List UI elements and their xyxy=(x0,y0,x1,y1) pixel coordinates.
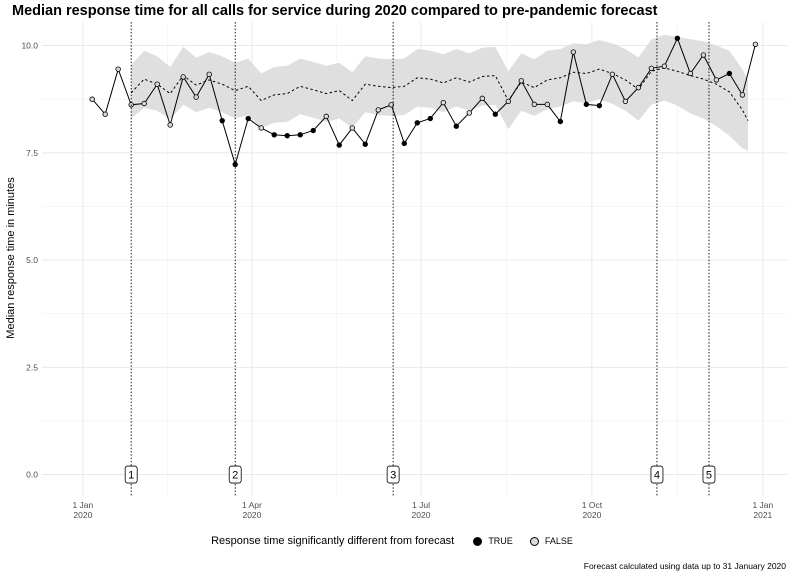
events: 1 2 3 4 5 xyxy=(124,22,716,496)
legend: Response time significantly different fr… xyxy=(0,535,792,547)
data-point-significant xyxy=(453,123,460,129)
observed-median-line xyxy=(91,37,756,167)
forecast-band xyxy=(131,34,748,151)
data-point-not-significant xyxy=(102,111,108,117)
y-tick-label: 5.0 xyxy=(26,255,38,265)
data-point-not-significant xyxy=(531,101,538,108)
data-point-significant xyxy=(492,111,499,117)
data-point-significant xyxy=(596,102,603,109)
data-point-not-significant xyxy=(609,71,616,78)
data-point-significant xyxy=(336,142,342,148)
data-point-not-significant xyxy=(648,65,655,72)
data-point-not-significant xyxy=(544,101,551,108)
x-tick-label: 2021 xyxy=(753,510,772,520)
event-label-box xyxy=(124,465,138,484)
observed-line xyxy=(89,35,759,168)
data-point-not-significant xyxy=(89,96,95,102)
data-point-significant xyxy=(726,70,733,77)
data-point-not-significant xyxy=(739,92,746,98)
data-point-significant xyxy=(271,132,277,138)
data-point-significant xyxy=(245,115,251,122)
data-point-significant xyxy=(310,127,316,134)
data-point-significant xyxy=(674,35,681,42)
data-point-not-significant xyxy=(323,113,329,120)
legend-key-true xyxy=(473,536,483,546)
data-point-not-significant xyxy=(622,98,629,105)
y-tick-label: 7.5 xyxy=(26,148,38,158)
event-label: 5 xyxy=(706,470,712,482)
y-tick-label: 2.5 xyxy=(26,362,38,372)
data-point-not-significant xyxy=(141,100,147,107)
data-point-not-significant xyxy=(258,125,264,131)
data-point-not-significant xyxy=(635,84,642,91)
event-label: 2 xyxy=(232,470,238,482)
y-tick-label: 10.0 xyxy=(21,41,38,51)
event-label: 3 xyxy=(390,470,396,482)
chart-title: Median response time for all calls for s… xyxy=(12,3,658,19)
data-point-not-significant xyxy=(505,98,512,105)
data-point-not-significant xyxy=(440,99,446,106)
data-point-not-significant xyxy=(375,107,381,113)
legend-title: Response time significantly different fr… xyxy=(211,535,455,547)
data-point-significant xyxy=(414,120,420,126)
x-tick-label: 1 Apr xyxy=(242,500,262,510)
legend-key-false xyxy=(529,536,539,546)
legend-label-false: FALSE xyxy=(544,536,573,547)
data-point-not-significant xyxy=(752,41,759,48)
event-label: 4 xyxy=(654,470,660,482)
data-point-not-significant xyxy=(479,95,486,102)
data-point-not-significant xyxy=(570,49,577,55)
x-tick-label: 1 Jan xyxy=(752,500,773,510)
event-label-box xyxy=(228,465,242,484)
data-point-not-significant xyxy=(349,125,355,131)
data-point-not-significant xyxy=(154,81,160,87)
y-tick-label: 0.0 xyxy=(26,470,38,480)
data-point-significant xyxy=(219,117,225,124)
legend-label-true: TRUE xyxy=(488,536,513,547)
event-label-box xyxy=(650,465,664,484)
data-point-not-significant xyxy=(700,52,707,58)
x-tick-label: 1 Jul xyxy=(412,500,430,510)
chart-caption: Forecast calculated using data up to 31 … xyxy=(583,561,786,571)
x-tick-label: 1 Oct xyxy=(582,500,603,510)
x-tick-label: 2020 xyxy=(242,510,261,520)
data-point-significant xyxy=(401,140,407,147)
data-point-significant xyxy=(362,141,368,147)
data-point-not-significant xyxy=(713,77,720,83)
data-point-not-significant xyxy=(518,78,525,84)
data-point-significant xyxy=(557,118,564,125)
data-point-not-significant xyxy=(687,70,694,77)
data-point-not-significant xyxy=(167,122,173,128)
forecast-interval xyxy=(131,34,748,151)
data-point-significant xyxy=(284,132,290,139)
x-tick-label: 1 Jan xyxy=(72,500,93,510)
x-tick-label: 2020 xyxy=(412,510,431,520)
data-point-significant xyxy=(297,132,303,138)
data-point-not-significant xyxy=(193,94,199,100)
y-axis-title: Median response time in minutes xyxy=(5,177,17,339)
x-tick-label: 2020 xyxy=(73,510,92,520)
x-tick-label: 2020 xyxy=(582,510,601,520)
data-point-not-significant xyxy=(180,74,186,80)
data-point-not-significant xyxy=(466,110,473,116)
event-label: 1 xyxy=(128,470,134,482)
data-point-significant xyxy=(427,115,433,122)
event-label-box xyxy=(386,465,400,484)
data-point-significant xyxy=(583,101,590,108)
event-label-box xyxy=(702,465,716,484)
data-point-not-significant xyxy=(115,66,121,72)
data-point-not-significant xyxy=(661,63,668,69)
data-point-not-significant xyxy=(206,71,212,78)
